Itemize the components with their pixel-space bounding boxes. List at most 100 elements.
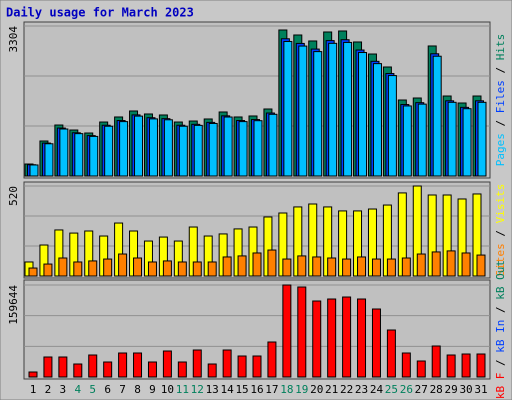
bar: [193, 124, 203, 177]
x-tick-label: 20: [310, 383, 323, 396]
bar: [358, 52, 368, 177]
legend-separator: /: [494, 60, 507, 80]
bar: [417, 103, 427, 177]
legend: kB F / kB In / kB Out: [494, 260, 507, 399]
x-tick-label: 13: [206, 383, 219, 396]
bar: [387, 75, 397, 177]
bar: [118, 352, 128, 378]
bar: [59, 128, 69, 177]
legend-entry: Hits: [494, 34, 507, 61]
x-tick-label: 22: [340, 383, 353, 396]
bar: [119, 121, 129, 177]
bar: [134, 115, 144, 177]
legend-separator: /: [494, 353, 507, 373]
bar: [357, 256, 367, 277]
legend-entry: Pages: [494, 133, 507, 166]
bar: [386, 329, 396, 378]
bar: [253, 120, 263, 177]
legend: Sites / Visits: [494, 184, 507, 277]
legend-separator: /: [494, 223, 507, 243]
bar: [208, 122, 218, 177]
bar: [103, 361, 113, 378]
x-tick-label: 9: [149, 383, 156, 396]
bar: [133, 257, 143, 277]
x-tick-label: 19: [295, 383, 308, 396]
x-tick-label: 10: [161, 383, 174, 396]
bar: [401, 352, 411, 378]
x-tick-label: 26: [400, 383, 413, 396]
bar: [312, 300, 322, 378]
bar: [73, 261, 83, 277]
x-tick-label: 8: [134, 383, 141, 396]
bar: [416, 360, 426, 378]
legend-entry: Files: [494, 80, 507, 113]
bar: [267, 341, 277, 378]
bar: [357, 298, 367, 378]
bar: [148, 118, 158, 177]
bar: [267, 249, 277, 277]
bar: [104, 125, 114, 177]
bar: [268, 113, 278, 177]
bar: [297, 286, 307, 378]
y-tick-label: 159644: [7, 285, 20, 325]
bar: [163, 119, 173, 177]
bar: [461, 252, 471, 277]
bar: [207, 363, 217, 378]
bar: [88, 260, 98, 277]
legend-entry: kB Out: [494, 260, 507, 300]
bar: [238, 121, 248, 177]
bar: [89, 135, 99, 177]
bar: [371, 258, 381, 277]
bar: [73, 363, 83, 378]
x-tick-label: 12: [191, 383, 204, 396]
x-tick-label: 11: [176, 383, 189, 396]
bar: [252, 252, 262, 277]
bar: [343, 41, 353, 177]
x-tick-label: 3: [60, 383, 67, 396]
y-tick-label: 3304: [7, 26, 20, 53]
bar: [252, 355, 262, 378]
x-tick-label: 17: [265, 383, 278, 396]
x-tick-label: 29: [445, 383, 458, 396]
bar: [207, 261, 217, 277]
bar: [74, 133, 84, 177]
bar: [223, 116, 233, 177]
y-tick-label: 520: [7, 186, 20, 206]
bar: [28, 267, 38, 277]
x-tick-label: 16: [250, 383, 263, 396]
bar: [401, 257, 411, 277]
bar: [462, 108, 472, 177]
bar: [313, 51, 323, 177]
legend-entry: Visits: [494, 184, 507, 224]
bar: [43, 263, 53, 277]
bar: [446, 250, 456, 277]
x-tick-label: 31: [474, 383, 487, 396]
legend-entry: Sites: [494, 243, 507, 276]
x-tick-label: 2: [45, 383, 52, 396]
legend-separator: /: [494, 300, 507, 320]
x-tick-label: 24: [370, 383, 384, 396]
bar: [298, 45, 308, 177]
bar: [88, 354, 98, 378]
legend: Pages / Files / Hits: [494, 34, 507, 167]
legend-entry: kB F: [494, 373, 507, 400]
bar: [147, 261, 157, 277]
bar: [237, 255, 247, 277]
bar: [431, 251, 441, 277]
x-tick-label: 23: [355, 383, 368, 396]
bar: [29, 164, 39, 177]
chart-title: Daily usage for March 2023: [6, 6, 194, 20]
bar: [44, 143, 54, 177]
bar: [342, 296, 352, 378]
bar: [147, 361, 157, 378]
bar: [432, 55, 442, 177]
x-tick-label: 28: [430, 383, 443, 396]
bar: [28, 371, 38, 378]
bar: [476, 353, 486, 378]
bar: [477, 101, 487, 177]
bar: [43, 356, 53, 378]
bar: [327, 298, 337, 378]
bar: [386, 258, 396, 277]
